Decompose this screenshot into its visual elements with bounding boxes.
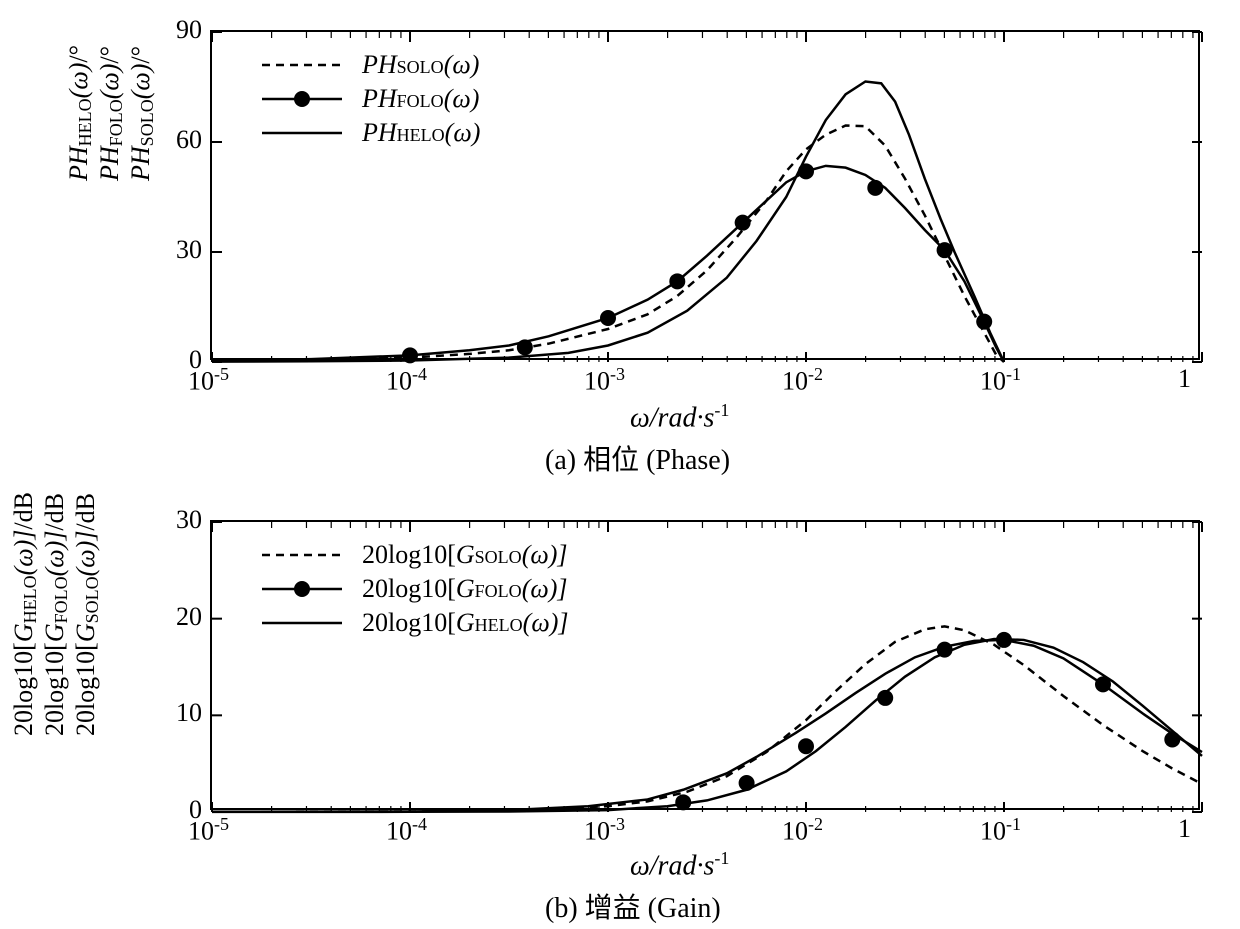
xtick-label: 1 <box>1178 814 1191 844</box>
legend-item: PHHELO(ω) <box>258 116 480 150</box>
xtick-label: 10-1 <box>980 364 1021 397</box>
legend-item: 20log10[GFOLO(ω)] <box>258 572 568 606</box>
xtick-label: 10-1 <box>980 814 1021 847</box>
figure: PHHELO(ω)/° PHFOLO(ω)/° PHSOLO(ω)/° ω/ra… <box>0 0 1240 929</box>
legend-label: PHFOLO(ω) <box>362 84 479 114</box>
ytick-label: 10 <box>176 698 202 728</box>
panel-b-caption: (b) 增益 (Gain) <box>545 886 721 926</box>
legend-label: PHSOLO(ω) <box>362 50 479 80</box>
ylabel-ph-folo: PHFOLO(ω)/° <box>96 45 127 181</box>
ytick-label: 60 <box>176 125 202 155</box>
legend-label: 20log10[GSOLO(ω)] <box>362 540 567 570</box>
panel-b-legend: 20log10[GSOLO(ω)] 20log10[GFOLO(ω)] 20log1… <box>258 538 568 640</box>
ytick-label: 30 <box>176 235 202 265</box>
legend-label: 20log10[GFOLO(ω)] <box>362 574 567 604</box>
ytick-label: 30 <box>176 505 202 535</box>
legend-item: 20log10[GSOLO(ω)] <box>258 538 568 572</box>
panel-a-caption: (a) 相位 (Phase) <box>545 438 730 478</box>
ytick-label: 90 <box>176 15 202 45</box>
panel-a-ylabels: PHHELO(ω)/° PHFOLO(ω)/° PHSOLO(ω)/° <box>65 45 158 181</box>
panel-a-xlabel: ω/rad·s-1 <box>630 400 729 434</box>
panel-a-legend: PHSOLO(ω) PHFOLO(ω) PHHELO(ω) <box>258 48 480 150</box>
ylabel-g-folo: 20log10[GFOLO(ω)]/dB <box>41 492 72 736</box>
xtick-label: 10-5 <box>188 364 229 397</box>
xtick-label: 10-3 <box>584 814 625 847</box>
legend-label: PHHELO(ω) <box>362 118 480 148</box>
xtick-label: 10-5 <box>188 814 229 847</box>
panel-b-xlabel: ω/rad·s-1 <box>630 848 729 882</box>
xtick-label: 10-2 <box>782 364 823 397</box>
xtick-label: 1 <box>1178 364 1191 394</box>
xtick-label: 10-3 <box>584 364 625 397</box>
panel-b-ylabels: 20log10[GHELO(ω)]/dB 20log10[GFOLO(ω)]/d… <box>10 492 103 736</box>
xtick-label: 10-4 <box>386 364 427 397</box>
ylabel-g-helo: 20log10[GHELO(ω)]/dB <box>10 492 41 736</box>
xtick-label: 10-2 <box>782 814 823 847</box>
ytick-label: 20 <box>176 602 202 632</box>
ylabel-g-solo: 20log10[GSOLO(ω)]/dB <box>72 492 103 736</box>
xtick-label: 10-4 <box>386 814 427 847</box>
ylabel-ph-helo: PHHELO(ω)/° <box>65 45 96 181</box>
legend-item: PHSOLO(ω) <box>258 48 480 82</box>
legend-label: 20log10[GHELO(ω)] <box>362 608 568 638</box>
legend-item: PHFOLO(ω) <box>258 82 480 116</box>
legend-item: 20log10[GHELO(ω)] <box>258 606 568 640</box>
ylabel-ph-solo: PHSOLO(ω)/° <box>127 45 158 181</box>
